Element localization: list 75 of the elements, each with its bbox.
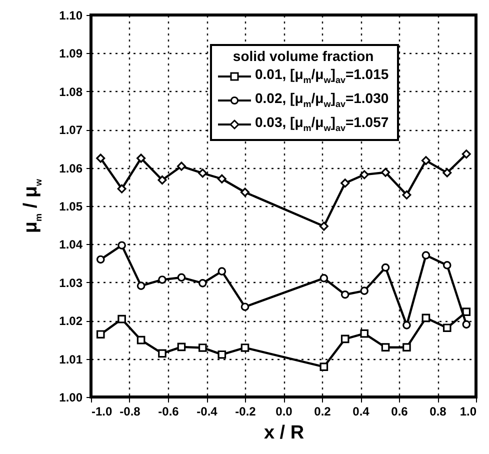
x-axis-title: x / R — [264, 422, 304, 444]
point — [320, 362, 328, 371]
legend-label: 0.01, [μ$_{m}$/μ$_{w}$]$_{av}$=1.015 — [255, 65, 389, 87]
point — [442, 261, 452, 270]
point — [96, 330, 105, 339]
point — [198, 279, 207, 288]
point — [422, 314, 430, 322]
point — [158, 276, 166, 284]
point — [217, 174, 226, 184]
x-tick-label: 0.0 — [276, 404, 293, 418]
point — [198, 344, 207, 352]
point — [240, 188, 250, 197]
point — [136, 282, 146, 290]
legend-label: 0.02, [μ$_{m}$/μ$_{w}$]$_{av}$=1.030 — [255, 88, 389, 111]
point — [96, 255, 105, 264]
point — [340, 334, 350, 344]
point — [340, 290, 350, 299]
x-tick-label: -0.8 — [120, 404, 141, 418]
point — [177, 342, 186, 352]
point — [218, 350, 226, 359]
point — [402, 343, 411, 352]
point — [402, 321, 411, 330]
point — [360, 329, 369, 338]
x-tick-label: 0.8 — [430, 404, 447, 418]
x-tick-label: 1.0 — [460, 404, 477, 418]
y-tick-label: 1.04 — [59, 238, 83, 252]
point — [118, 314, 126, 324]
y-tick-label: 1.03 — [59, 276, 83, 290]
y-tick-label: 1.09 — [59, 46, 83, 61]
x-tick-label: -0.4 — [196, 404, 218, 418]
point — [240, 344, 250, 352]
point — [117, 184, 126, 194]
point — [176, 162, 186, 171]
x-tick-label: -0.2 — [235, 404, 256, 418]
point — [381, 168, 390, 177]
y-tick-label: 1.01 — [59, 352, 83, 366]
point — [442, 168, 452, 178]
point — [136, 336, 146, 344]
point — [158, 176, 167, 185]
point — [422, 251, 430, 260]
y-tick-label: 1.06 — [59, 161, 83, 176]
x-tick-label: 0.2 — [314, 404, 332, 418]
point — [320, 274, 328, 282]
legend-label: 0.03, [μ$_{m}$/μ$_{w}$]$_{av}$=1.057 — [255, 112, 389, 134]
legend-title: solid volume fraction — [232, 48, 375, 64]
x-tick-label: -1.0 — [92, 404, 113, 418]
point — [360, 170, 369, 180]
y-tick-label: 1.08 — [59, 84, 83, 99]
point — [462, 150, 471, 159]
point — [340, 178, 350, 188]
x-tick-label: 0.6 — [391, 404, 408, 418]
y-tick-label: 1.07 — [59, 123, 83, 138]
y-tick-label: 1.05 — [59, 200, 83, 214]
point — [158, 349, 166, 358]
point — [462, 308, 471, 316]
point — [96, 154, 106, 163]
point — [319, 222, 328, 231]
point — [360, 286, 369, 295]
point — [402, 190, 412, 200]
point — [198, 168, 208, 178]
y-tick-label: 1.00 — [59, 390, 83, 404]
point — [240, 302, 250, 311]
x-tick-label: 0.4 — [352, 404, 370, 418]
point — [462, 320, 471, 329]
point — [421, 156, 430, 166]
y-tick-label: 1.10 — [59, 8, 83, 22]
x-tick-label: -0.6 — [158, 404, 180, 418]
point — [118, 241, 126, 250]
point — [381, 263, 390, 272]
point — [218, 267, 226, 276]
point — [136, 154, 146, 163]
y-tick-label: 1.02 — [59, 314, 83, 328]
point — [442, 324, 452, 332]
point — [177, 273, 186, 282]
point — [381, 343, 390, 352]
